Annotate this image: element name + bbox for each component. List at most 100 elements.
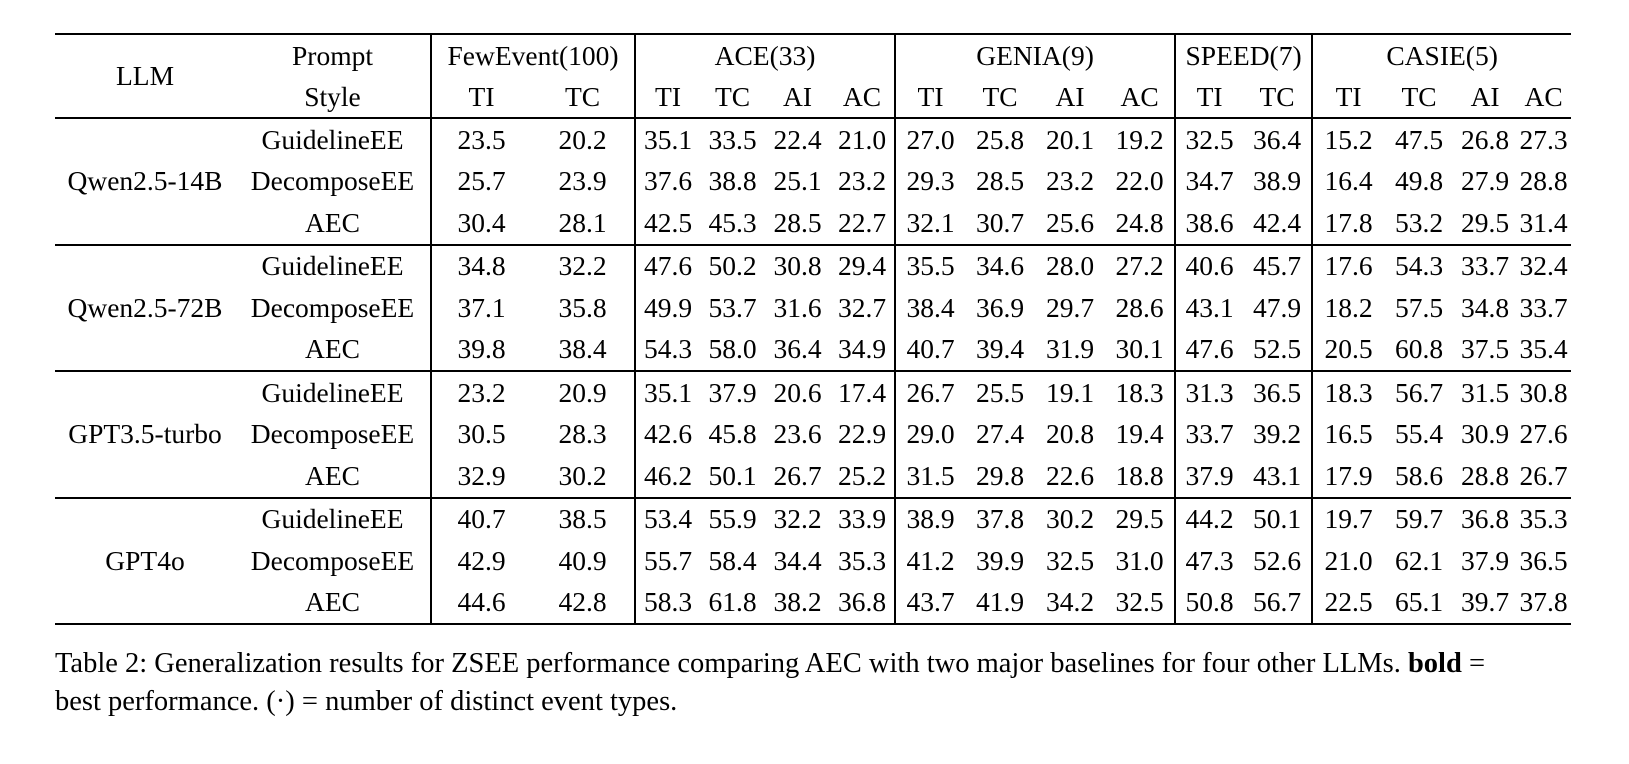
metric-value: 34.9 <box>837 333 887 365</box>
metric-value: 33.7 <box>1454 243 1517 287</box>
metric-value: 32.4 <box>1516 243 1572 287</box>
caption-text-prefix: Table 2: Generalization results for ZSEE… <box>55 648 1408 679</box>
metric-value: 58.4 <box>708 544 757 576</box>
prompt-style-name: DecomposeEE <box>250 544 415 576</box>
metric-value: 15.2 <box>1311 118 1385 161</box>
header-metric: TI <box>1174 76 1244 118</box>
metric-value: 25.2 <box>837 459 887 491</box>
metric-value: 30.2 <box>558 459 607 491</box>
prompt-style-name: DecomposeEE <box>250 418 415 450</box>
metric-value: 25.5 <box>965 370 1036 414</box>
metric-value: 58.3 <box>634 581 701 624</box>
metric-value: 39.4 <box>975 333 1025 365</box>
metric-value: 47.5 <box>1395 123 1444 155</box>
header-metric: TC <box>982 80 1018 112</box>
metric-value: 28.5 <box>975 165 1025 197</box>
metric-value: 53.7 <box>708 291 757 323</box>
prompt-style-name: GuidelineEE <box>235 243 431 287</box>
metric-value: 17.8 <box>1311 202 1385 245</box>
metric-value: 38.4 <box>558 333 607 365</box>
header-metric: TI <box>634 76 701 118</box>
metric-value: 34.6 <box>965 243 1036 287</box>
metric-value: 36.8 <box>1454 496 1517 540</box>
metric-value: 23.6 <box>773 418 822 450</box>
metric-value: 38.4 <box>894 287 966 329</box>
metric-value: 34.8 <box>430 243 531 287</box>
metric-value: 32.1 <box>894 202 966 245</box>
metric-value: 45.7 <box>1243 243 1313 287</box>
metric-value: 26.7 <box>1519 459 1568 491</box>
metric-value: 47.9 <box>1253 291 1302 323</box>
metric-value: 47.6 <box>1174 328 1244 371</box>
metric-value: 36.4 <box>1253 123 1302 155</box>
metric-value: 21.0 <box>837 123 887 155</box>
metric-value: 47.6 <box>634 243 701 287</box>
metric-value: 18.8 <box>1115 459 1164 491</box>
metric-value: 52.6 <box>1253 544 1302 576</box>
metric-value: 17.9 <box>1311 455 1385 498</box>
metric-value: 38.9 <box>894 496 966 540</box>
metric-value: 28.1 <box>558 206 607 238</box>
metric-value: 21.0 <box>1311 540 1385 582</box>
metric-value: 40.9 <box>558 544 607 576</box>
metric-value: 36.4 <box>773 333 822 365</box>
metric-value: 54.3 <box>1384 243 1455 287</box>
header-metric: AC <box>1524 80 1563 112</box>
metric-value: 22.7 <box>837 206 887 238</box>
metric-value: 30.2 <box>1035 496 1106 540</box>
header-prompt-style-line: Prompt <box>292 40 373 71</box>
metric-value: 55.9 <box>700 496 766 540</box>
metric-value: 20.6 <box>765 370 831 414</box>
metric-value: 35.3 <box>1516 496 1572 540</box>
metric-value: 39.7 <box>1461 586 1510 618</box>
metric-value: 23.2 <box>837 165 887 197</box>
metric-value: 31.6 <box>773 291 822 323</box>
metric-value: 52.5 <box>1253 333 1302 365</box>
llm-name: Qwen2.5-72B <box>55 243 235 371</box>
metric-value: 31.5 <box>1454 370 1517 414</box>
metric-value: 57.5 <box>1395 291 1444 323</box>
metric-value: 42.6 <box>634 413 701 455</box>
metric-value: 29.7 <box>1045 291 1095 323</box>
header-prompt-style-line: Style <box>304 81 361 112</box>
metric-value: 26.7 <box>773 459 822 491</box>
metric-value: 45.3 <box>708 206 757 238</box>
metric-value: 36.5 <box>1243 370 1313 414</box>
metric-value: 23.2 <box>430 370 531 414</box>
header-dataset-group: FewEvent(100) <box>429 34 636 76</box>
metric-value: 32.5 <box>1045 544 1095 576</box>
metric-value: 39.9 <box>975 544 1025 576</box>
metric-value: 34.7 <box>1174 160 1244 202</box>
metric-value: 35.1 <box>634 370 701 414</box>
metric-value: 53.4 <box>634 496 701 540</box>
metric-value: 37.9 <box>1461 544 1510 576</box>
metric-value: 58.6 <box>1395 459 1444 491</box>
header-metric: TI <box>430 76 531 118</box>
header-metric: TI <box>894 76 966 118</box>
metric-value: 32.2 <box>531 243 636 287</box>
header-metric: AC <box>842 80 882 112</box>
metric-value: 29.8 <box>975 459 1025 491</box>
metric-value: 25.7 <box>430 160 531 202</box>
header-prompt-style: Prompt Style <box>235 34 431 118</box>
metric-value: 27.3 <box>1519 123 1568 155</box>
metric-value: 25.1 <box>773 165 822 197</box>
metric-value: 38.6 <box>1174 202 1244 245</box>
header-metric: TC <box>1401 80 1437 112</box>
metric-value: 30.4 <box>430 202 531 245</box>
metric-value: 38.8 <box>708 165 757 197</box>
table-row: DecomposeEE 30.5 28.3 42.6 45.8 23.6 22.9 29.0 2… <box>55 413 1571 455</box>
metric-value: 37.9 <box>1174 455 1244 498</box>
metric-value: 29.5 <box>1461 206 1510 238</box>
metric-value: 43.1 <box>1253 459 1302 491</box>
metric-value: 40.7 <box>430 496 531 540</box>
metric-value: 43.1 <box>1174 287 1244 329</box>
metric-value: 46.2 <box>634 455 701 498</box>
header-metric: TC <box>714 80 751 112</box>
prompt-style-name: AEC <box>305 333 360 365</box>
metric-value: 42.8 <box>558 586 607 618</box>
metric-value: 33.7 <box>1174 413 1244 455</box>
metric-value: 37.1 <box>430 287 531 329</box>
metric-value: 34.2 <box>1045 586 1095 618</box>
table-row: AEC 39.8 38.4 54.3 58.0 36.4 34.9 40.7 39.4 31.9 3… <box>55 328 1571 371</box>
